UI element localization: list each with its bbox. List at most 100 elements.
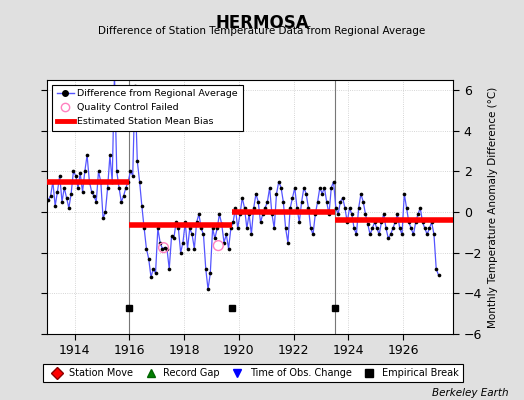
Point: [320, 184, 329, 191]
Point: [411, 219, 420, 226]
Point: [108, 178, 116, 185]
Point: [354, 205, 363, 211]
Point: [288, 195, 297, 201]
Point: [145, 256, 153, 262]
Point: [350, 225, 358, 232]
Point: [79, 188, 87, 195]
Point: [336, 199, 345, 205]
Point: [425, 225, 433, 232]
Legend: Difference from Regional Average, Quality Control Failed, Estimated Station Mean: Difference from Regional Average, Qualit…: [52, 85, 243, 131]
Point: [185, 225, 194, 232]
Point: [224, 246, 233, 252]
Point: [275, 178, 283, 185]
Point: [405, 219, 413, 226]
Point: [214, 242, 223, 249]
Point: [126, 168, 135, 175]
Legend: Station Move, Record Gap, Time of Obs. Change, Empirical Break: Station Move, Record Gap, Time of Obs. C…: [43, 364, 463, 382]
Point: [172, 219, 180, 226]
Point: [202, 266, 210, 272]
Point: [364, 221, 372, 228]
Point: [377, 219, 386, 226]
Point: [149, 266, 158, 272]
Point: [58, 199, 66, 205]
Point: [270, 225, 278, 232]
Point: [128, 172, 137, 179]
Point: [140, 225, 148, 232]
Point: [122, 184, 130, 191]
Point: [286, 205, 294, 211]
Point: [318, 190, 326, 197]
Point: [110, 71, 118, 77]
Point: [389, 225, 397, 232]
Point: [51, 203, 59, 209]
Point: [101, 209, 110, 215]
Point: [398, 231, 406, 238]
Point: [160, 244, 169, 251]
Point: [423, 231, 431, 238]
Point: [135, 178, 144, 185]
Point: [327, 184, 335, 191]
Point: [414, 211, 422, 217]
Text: Difference of Station Temperature Data from Regional Average: Difference of Station Temperature Data f…: [99, 26, 425, 36]
Point: [181, 219, 189, 226]
Point: [283, 239, 292, 246]
Point: [53, 188, 62, 195]
Point: [74, 184, 82, 191]
Point: [302, 190, 310, 197]
Point: [304, 205, 313, 211]
Point: [368, 225, 377, 232]
Point: [179, 239, 187, 246]
Point: [167, 233, 176, 240]
Point: [256, 219, 265, 226]
Point: [241, 205, 249, 211]
Point: [345, 205, 354, 211]
Point: [147, 274, 155, 280]
Point: [315, 184, 324, 191]
Point: [96, 178, 105, 185]
Point: [391, 219, 399, 226]
Point: [428, 219, 436, 226]
Point: [396, 225, 404, 232]
Point: [227, 225, 235, 232]
Point: [71, 172, 80, 179]
Point: [206, 270, 214, 276]
Point: [307, 225, 315, 232]
Point: [103, 184, 112, 191]
Point: [69, 168, 78, 175]
Point: [170, 235, 178, 242]
Point: [330, 178, 338, 185]
Point: [272, 190, 281, 197]
Text: HERMOSA: HERMOSA: [215, 14, 309, 32]
Point: [295, 219, 303, 226]
Point: [291, 184, 299, 191]
Point: [163, 246, 171, 252]
Point: [300, 184, 308, 191]
Point: [362, 211, 370, 217]
Point: [60, 184, 69, 191]
Point: [81, 168, 89, 175]
Point: [249, 205, 258, 211]
Point: [418, 219, 427, 226]
Point: [259, 211, 267, 217]
Point: [339, 195, 347, 201]
Point: [47, 193, 55, 199]
Point: [254, 199, 263, 205]
Point: [220, 239, 228, 246]
Point: [434, 272, 443, 278]
Point: [83, 152, 91, 158]
Point: [124, 178, 133, 185]
Point: [309, 231, 317, 238]
Point: [94, 168, 103, 175]
Point: [341, 205, 349, 211]
Point: [119, 193, 128, 199]
Point: [263, 199, 271, 205]
Text: Berkeley Earth: Berkeley Earth: [432, 388, 508, 398]
Point: [293, 205, 301, 211]
Point: [357, 190, 365, 197]
Point: [279, 199, 288, 205]
Point: [375, 231, 384, 238]
Point: [386, 231, 395, 238]
Point: [332, 205, 340, 211]
Point: [131, 83, 139, 89]
Point: [159, 244, 168, 251]
